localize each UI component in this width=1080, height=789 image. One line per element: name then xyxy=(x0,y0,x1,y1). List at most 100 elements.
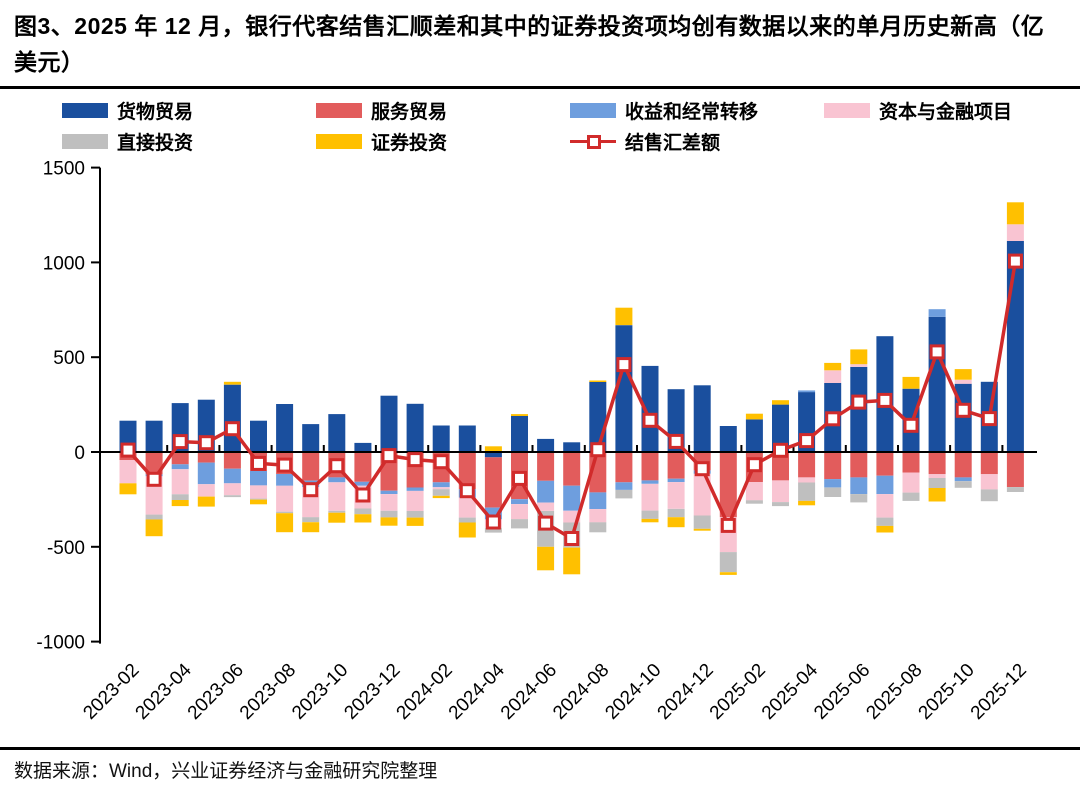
y-tick-label: 500 xyxy=(53,348,85,369)
legend-item-securities-investment: 证券投资 xyxy=(316,128,447,154)
legend-swatch-income-transfers xyxy=(570,102,616,118)
bar-segment-direct_investment xyxy=(850,494,868,503)
balance-marker xyxy=(198,435,214,451)
legend-label-income-transfers: 收益和经常转移 xyxy=(625,101,759,123)
bar-segment-income_transfers xyxy=(432,482,450,488)
bar-segment-goods_trade xyxy=(354,442,372,452)
legend-swatch-securities-investment xyxy=(316,133,362,149)
legend-item-income-transfers: 收益和经常转移 xyxy=(570,97,758,123)
bar-segment-capital_financial xyxy=(980,474,998,490)
bar-segment-services_trade xyxy=(772,452,789,481)
bar-segment-securities_investment xyxy=(876,525,894,533)
bar-segment-goods_trade xyxy=(223,384,241,452)
title-divider xyxy=(0,86,1080,89)
bar-segment-securities_investment xyxy=(693,528,711,531)
bar-segment-securities_investment xyxy=(719,572,737,575)
bar-segment-income_transfers xyxy=(850,477,868,495)
bar-segment-direct_investment xyxy=(719,552,737,573)
data-source: 数据来源：Wind，兴业证券经济与金融研究院整理 xyxy=(14,761,438,782)
bar-segment-services_trade xyxy=(458,452,476,490)
bar-segment-direct_investment xyxy=(145,514,163,520)
legend-label-securities-investment: 证券投资 xyxy=(371,132,448,154)
bar-segment-direct_investment xyxy=(615,489,633,499)
legend-row-2: 直接投资 证券投资 结售汇差额 xyxy=(0,126,1080,157)
bar-segment-capital_financial xyxy=(667,482,685,509)
balance-marker xyxy=(512,470,527,486)
balance-marker xyxy=(981,411,997,427)
y-tick-label: 1500 xyxy=(43,159,85,180)
bar-segment-services_trade xyxy=(641,452,659,481)
bar-segment-direct_investment xyxy=(432,489,450,496)
bar-segment-services_trade xyxy=(145,452,163,475)
bar-segment-securities_investment xyxy=(928,488,946,502)
balance-marker xyxy=(224,421,240,437)
bar-segment-capital_financial xyxy=(1006,224,1024,241)
bar-segment-securities_investment xyxy=(563,547,581,575)
figure-title: 图3、2025 年 12 月，银行代客结售汇顺差和其中的证券投资项均创有数据以来… xyxy=(14,13,1045,75)
x-tick-label: 2024-02 xyxy=(393,660,457,724)
bar-segment-securities_investment xyxy=(354,514,372,523)
balance-markers xyxy=(120,253,1023,546)
bar-segment-income_transfers xyxy=(250,471,267,486)
bar-segment-goods_trade xyxy=(328,414,346,452)
bar-segment-securities_investment xyxy=(511,414,528,416)
x-tick-label: 2025-08 xyxy=(862,660,926,724)
bar-segment-securities_investment xyxy=(745,413,763,420)
bar-segment-direct_investment xyxy=(171,494,189,500)
bar-segment-income_transfers xyxy=(484,507,502,520)
balance-marker xyxy=(172,434,188,450)
legend-swatch-capital-financial xyxy=(824,102,870,118)
balance-marker xyxy=(485,514,501,530)
balance-marker xyxy=(694,461,710,477)
bar-segment-goods_trade xyxy=(772,404,789,452)
bar-segment-securities_investment xyxy=(223,381,241,385)
bar-segment-capital_financial xyxy=(119,460,137,484)
x-tick-label: 2023-10 xyxy=(288,660,352,724)
bar-segment-capital_financial xyxy=(432,487,450,490)
bar-segment-income_transfers xyxy=(511,499,528,505)
y-tick-label: 1000 xyxy=(43,253,85,274)
bar-segment-direct_investment xyxy=(511,519,528,529)
bar-segment-direct_investment xyxy=(876,517,894,526)
bars-securities_investment xyxy=(119,202,1024,575)
legend-swatch-goods-trade xyxy=(62,102,108,118)
bar-segment-services_trade xyxy=(563,452,581,486)
bar-segment-capital_financial xyxy=(824,370,842,383)
balance-marker xyxy=(668,433,684,449)
bar-segment-capital_financial xyxy=(458,497,476,518)
x-tick-label: 2024-06 xyxy=(497,660,561,724)
bar-segment-capital_financial xyxy=(276,485,294,512)
balance-marker xyxy=(538,515,554,531)
bar-segment-securities_investment xyxy=(850,349,868,365)
x-labels: 2023-022023-042023-062023-082023-102023-… xyxy=(79,659,1031,723)
bar-segment-capital_financial xyxy=(537,502,555,511)
balance-marker xyxy=(773,442,788,458)
balance-marker xyxy=(746,457,762,473)
balance-marker xyxy=(799,433,815,449)
bar-segment-direct_investment xyxy=(928,478,946,488)
balance-marker xyxy=(329,458,345,474)
bar-segment-direct_investment xyxy=(772,502,789,507)
bar-segment-goods_trade xyxy=(484,452,502,458)
bar-segment-income_transfers xyxy=(641,480,659,484)
legend-label-goods-trade: 货物贸易 xyxy=(117,101,194,123)
balance-marker xyxy=(877,392,893,408)
bar-segment-goods_trade xyxy=(1006,241,1024,452)
balance-marker xyxy=(146,471,162,487)
balance-marker xyxy=(590,442,606,458)
y-tick-label: -500 xyxy=(47,538,85,559)
bar-segment-securities_investment xyxy=(276,513,294,533)
balance-marker xyxy=(642,412,658,428)
x-tick-label: 2024-10 xyxy=(601,660,665,724)
x-tick-label: 2025-10 xyxy=(915,660,979,724)
footer-divider xyxy=(0,747,1080,750)
legend-swatch-services-trade xyxy=(316,102,362,118)
bar-segment-securities_investment xyxy=(537,546,555,571)
bar-segment-goods_trade xyxy=(511,416,528,452)
y-tick-label: 0 xyxy=(74,443,85,464)
bar-segment-goods_trade xyxy=(693,385,711,452)
bar-segment-direct_investment xyxy=(641,510,659,519)
bar-segment-income_transfers xyxy=(563,485,581,511)
y-axis: 1500 1000 500 0 -500 -1000 xyxy=(36,159,101,654)
balance-marker xyxy=(851,394,867,410)
